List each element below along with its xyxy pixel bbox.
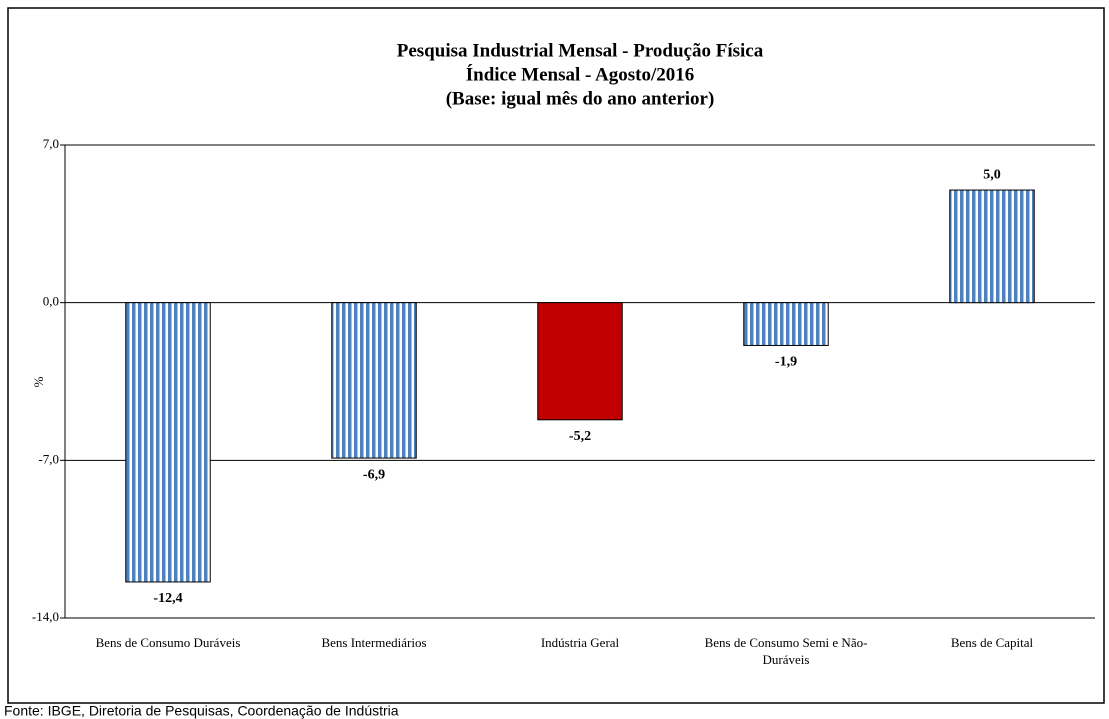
x-tick-label-box: Bens de Consumo Semi e Não-Duráveis bbox=[704, 635, 868, 667]
y-tick-label: 0,0 bbox=[43, 294, 59, 309]
y-tick-label: -7,0 bbox=[38, 451, 59, 466]
y-axis-label: % bbox=[31, 376, 46, 387]
chart-subtitle: Índice Mensal - Agosto/2016 bbox=[466, 63, 695, 85]
chart-subtitle: (Base: igual mês do ano anterior) bbox=[446, 88, 715, 109]
bar bbox=[331, 302, 417, 459]
x-tick-label: Bens de Consumo Semi e Não-Duráveis bbox=[704, 635, 868, 667]
x-tick-label-box: Bens de Capital bbox=[950, 635, 1034, 650]
value-label: -6,9 bbox=[363, 467, 385, 482]
bar bbox=[743, 302, 829, 346]
x-tick-label: Bens Intermediários bbox=[321, 635, 427, 650]
value-label: -12,4 bbox=[153, 591, 182, 606]
x-tick-label: Bens de Capital bbox=[950, 635, 1034, 650]
x-tick-label-box: Indústria Geral bbox=[540, 635, 620, 650]
chart-title: Pesquisa Industrial Mensal - Produção Fí… bbox=[397, 40, 764, 61]
value-label: 5,0 bbox=[983, 167, 1001, 182]
y-tick-label: 7,0 bbox=[43, 136, 59, 151]
bar bbox=[537, 302, 623, 421]
bar bbox=[949, 189, 1035, 304]
source-note: Fonte: IBGE, Diretoria de Pesquisas, Coo… bbox=[4, 703, 399, 719]
value-label: -5,2 bbox=[569, 429, 591, 444]
value-label: -1,9 bbox=[775, 355, 797, 370]
x-tick-label: Bens de Consumo Duráveis bbox=[95, 635, 241, 650]
x-tick-label-box: Bens Intermediários bbox=[321, 635, 427, 650]
chart-frame bbox=[7, 7, 1105, 704]
bar bbox=[125, 302, 211, 583]
x-tick-label-box: Bens de Consumo Duráveis bbox=[95, 635, 241, 650]
y-tick-label: -14,0 bbox=[32, 609, 59, 624]
x-tick-label: Indústria Geral bbox=[540, 635, 620, 650]
